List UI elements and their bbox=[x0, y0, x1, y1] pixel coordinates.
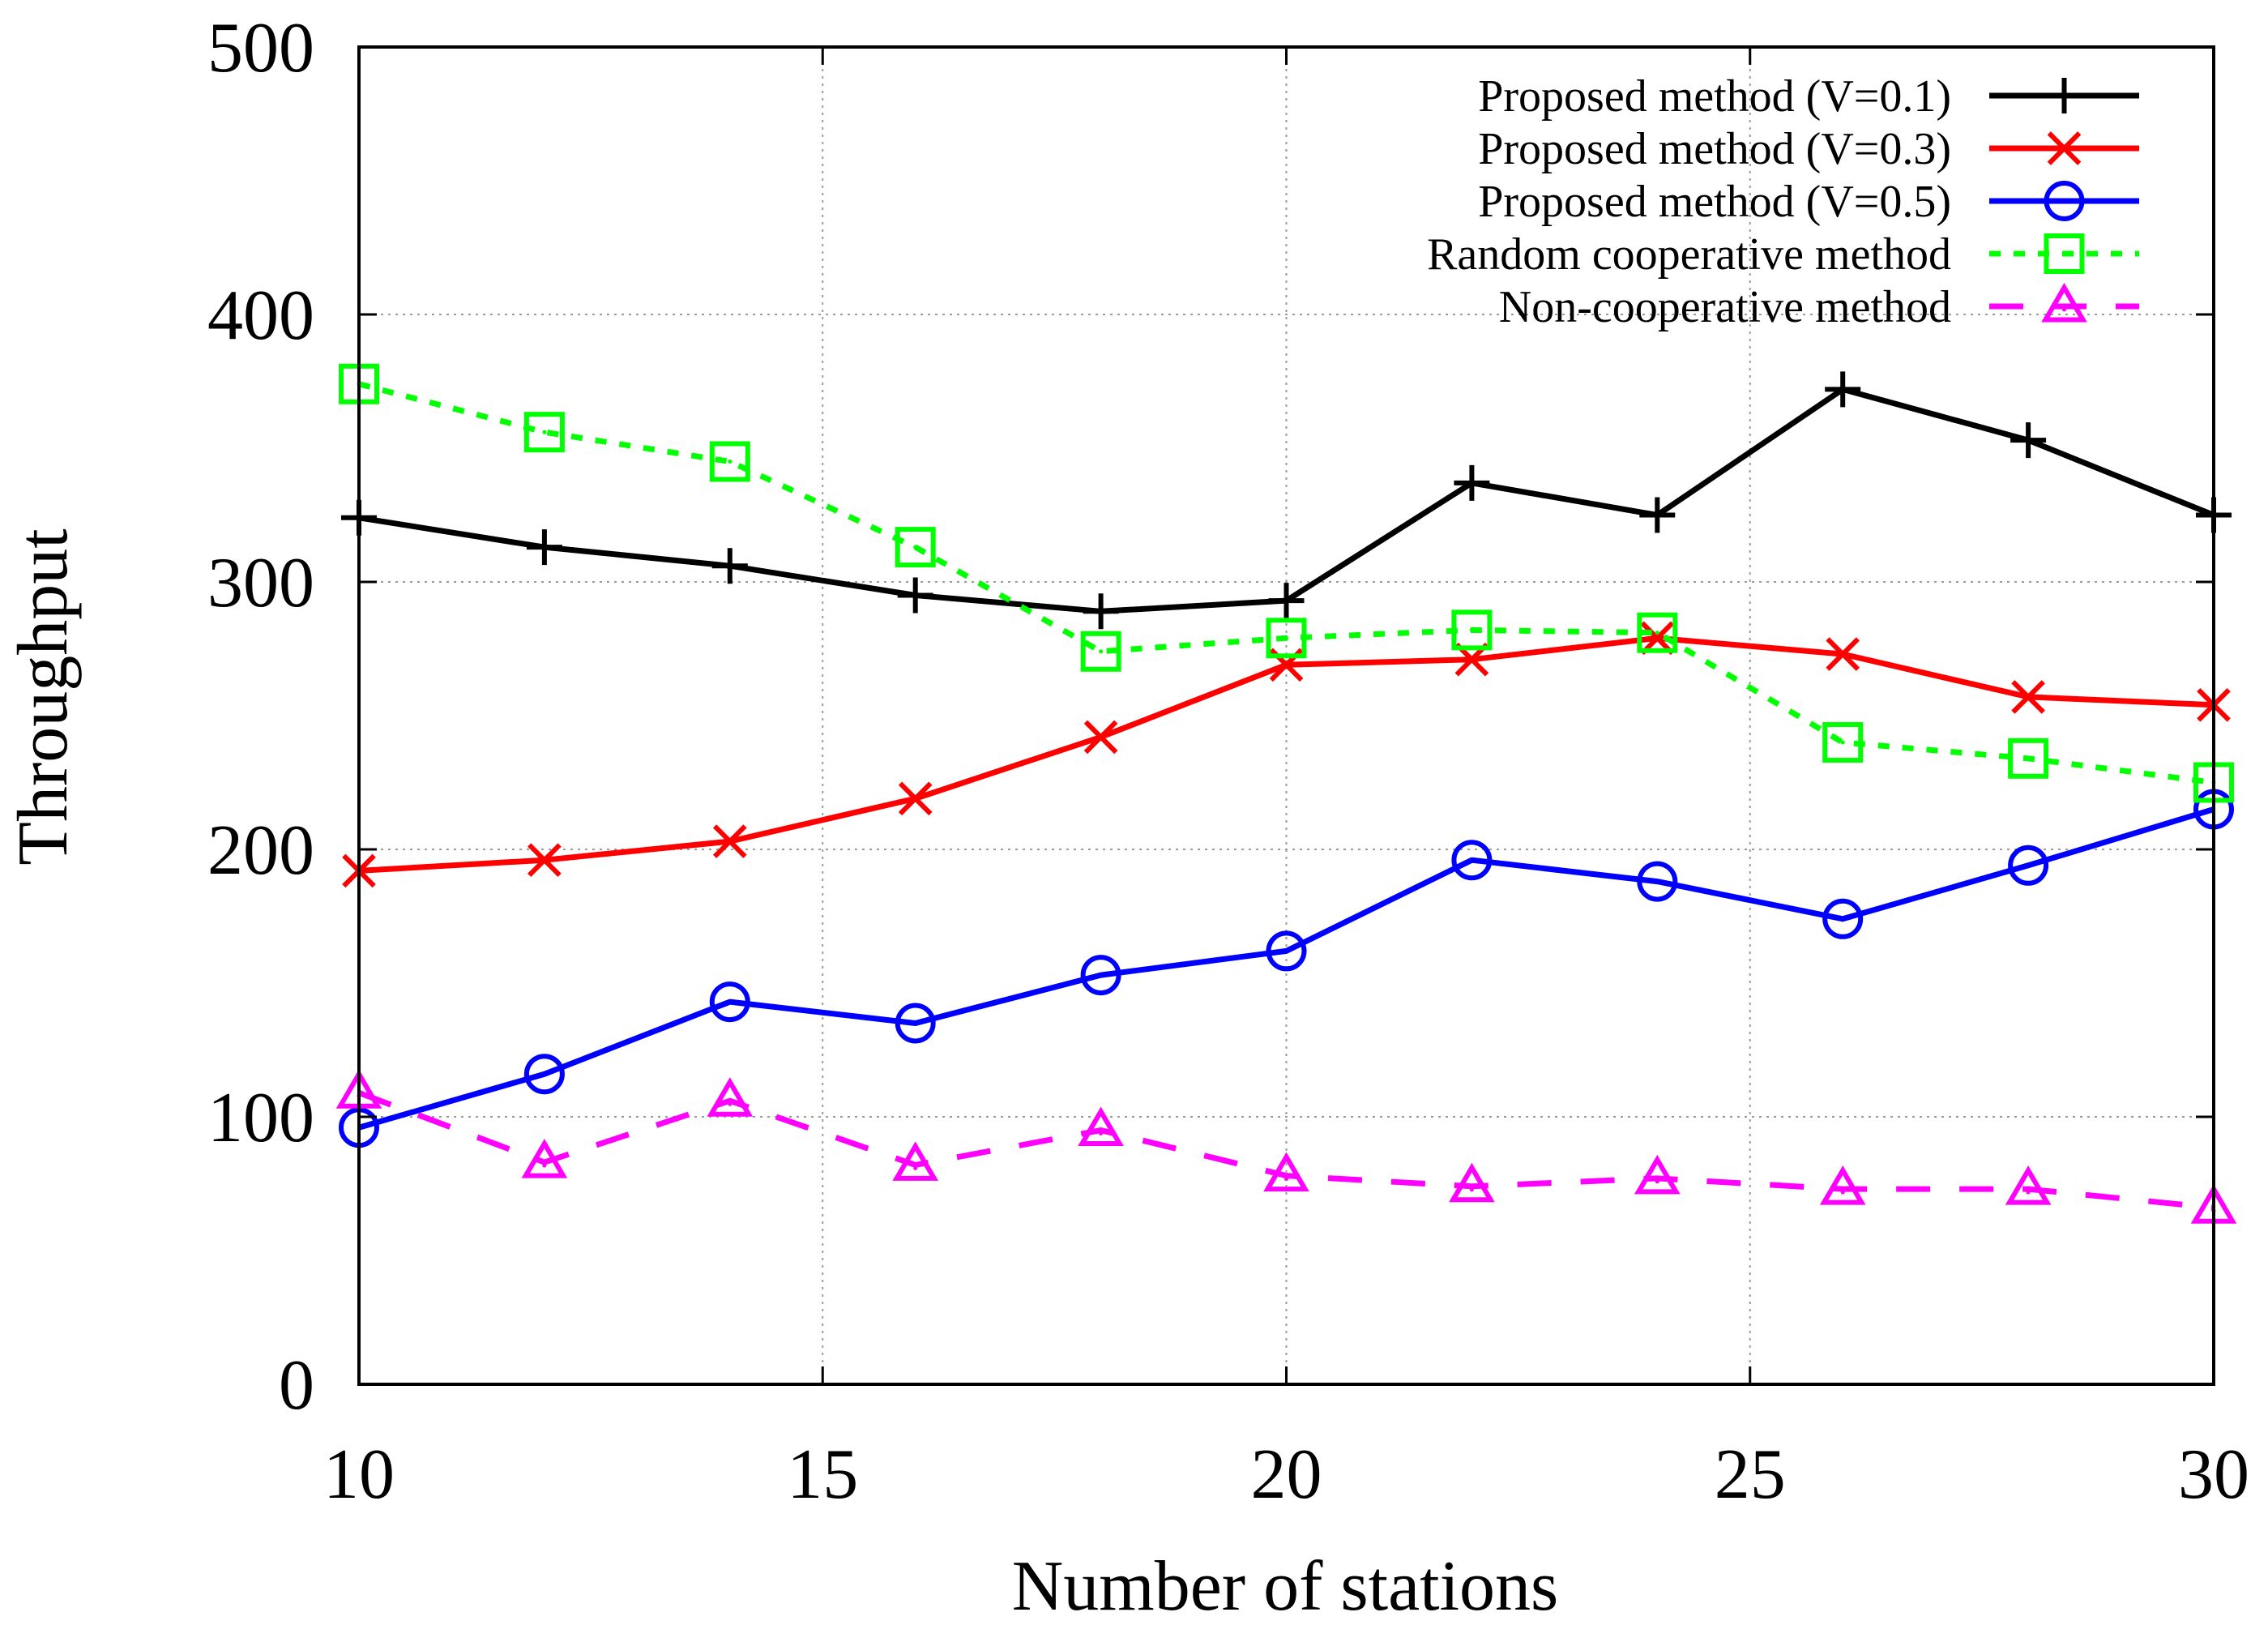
data-point bbox=[2010, 422, 2047, 459]
data-point bbox=[2008, 845, 2049, 886]
data-point bbox=[1080, 955, 1121, 996]
grid bbox=[359, 47, 2214, 1384]
data-point bbox=[521, 1139, 568, 1178]
legend-entry: Proposed method (V=0.3) bbox=[1478, 124, 2139, 174]
data-point bbox=[1083, 593, 1119, 630]
data-point bbox=[1263, 1152, 1309, 1192]
data-point bbox=[1822, 898, 1864, 939]
data-point bbox=[1083, 720, 1118, 755]
data-point bbox=[892, 1141, 939, 1181]
data-point bbox=[1634, 1154, 1681, 1195]
data-point bbox=[709, 981, 750, 1023]
data-point bbox=[1449, 1162, 1495, 1203]
x-tick-label: 20 bbox=[1251, 1435, 1322, 1514]
data-point bbox=[897, 577, 933, 614]
legend-marker bbox=[2047, 131, 2082, 165]
data-point bbox=[2005, 1165, 2052, 1205]
legend-entry: Non-cooperative method bbox=[1499, 282, 2139, 332]
x-axis-title: Number of stations bbox=[1012, 1547, 1559, 1625]
y-tick-label: 300 bbox=[207, 544, 314, 622]
data-point bbox=[1451, 609, 1493, 651]
series-line bbox=[358, 806, 2215, 1131]
legend-entry: Proposed method (V=0.5) bbox=[1478, 177, 2139, 227]
legend-entry: Random cooperative method bbox=[1427, 229, 2139, 280]
y-tick-label: 400 bbox=[207, 276, 314, 355]
legend-label: Random cooperative method bbox=[1427, 229, 1951, 280]
data-point bbox=[1637, 861, 1678, 902]
y-tick-label: 100 bbox=[207, 1079, 314, 1157]
legend-label: Proposed method (V=0.3) bbox=[1478, 124, 1951, 174]
data-point bbox=[1639, 497, 1676, 533]
data-point bbox=[1451, 840, 1493, 881]
data-point bbox=[1454, 464, 1490, 501]
data-point bbox=[898, 781, 933, 816]
y-tick-label: 0 bbox=[279, 1346, 314, 1425]
data-point bbox=[1825, 371, 1861, 408]
x-tick-label: 25 bbox=[1715, 1435, 1786, 1514]
y-tick-label: 500 bbox=[207, 9, 314, 88]
x-tick-label: 30 bbox=[2178, 1435, 2249, 1514]
data-point bbox=[1266, 930, 1307, 972]
x-tick-label: 15 bbox=[787, 1435, 858, 1514]
series-5 bbox=[335, 1069, 2237, 1224]
data-point bbox=[1266, 618, 1307, 659]
legend-label: Proposed method (V=0.5) bbox=[1478, 177, 1951, 227]
data-point bbox=[707, 1077, 754, 1117]
data-point bbox=[1819, 1165, 1866, 1205]
legend-marker bbox=[2046, 78, 2082, 113]
data-point bbox=[1826, 637, 1860, 671]
data-point bbox=[2008, 738, 2049, 779]
data-point bbox=[526, 529, 562, 566]
data-point bbox=[709, 441, 750, 482]
data-point bbox=[711, 548, 748, 584]
data-point bbox=[1822, 722, 1864, 763]
data-point bbox=[1637, 612, 1678, 653]
series-line bbox=[357, 1090, 2215, 1211]
x-tick-label: 10 bbox=[323, 1435, 395, 1514]
series-2 bbox=[342, 621, 2231, 888]
data-point bbox=[1268, 583, 1305, 619]
legend-label: Non-cooperative method bbox=[1499, 282, 1951, 332]
data-point bbox=[523, 1054, 565, 1095]
legend-marker bbox=[2041, 282, 2087, 323]
legend-marker bbox=[2044, 233, 2085, 274]
data-point bbox=[895, 1003, 936, 1044]
data-point bbox=[1078, 1106, 1124, 1146]
data-point bbox=[1080, 631, 1121, 672]
legend-label: Proposed method (V=0.1) bbox=[1478, 71, 1951, 122]
axis-ticks: 0 100 200 300 400 500 10 15 20 25 30 bbox=[207, 9, 2249, 1514]
legend-marker bbox=[2044, 181, 2085, 221]
legend: Proposed method (V=0.1)Proposed method (… bbox=[1427, 71, 2139, 332]
legend-entry: Proposed method (V=0.1) bbox=[1478, 71, 2139, 122]
plot-series bbox=[335, 363, 2237, 1224]
y-tick-label: 200 bbox=[207, 811, 314, 890]
data-point bbox=[523, 412, 565, 453]
data-point bbox=[527, 843, 562, 878]
data-point bbox=[712, 824, 747, 858]
data-point bbox=[2011, 680, 2045, 714]
data-point bbox=[895, 527, 936, 568]
y-axis-title: Throughput bbox=[4, 528, 83, 866]
